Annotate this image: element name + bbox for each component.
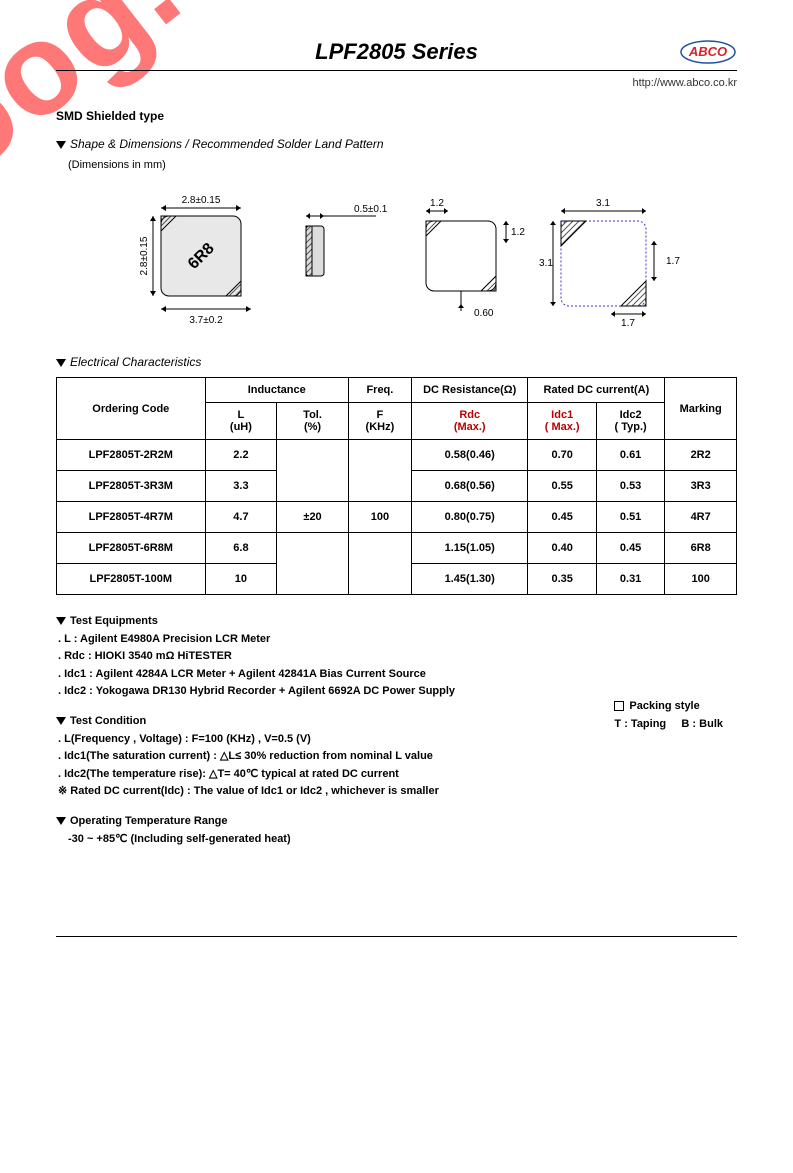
triangle-icon — [56, 717, 66, 725]
dimension-diagrams: 6R8 2.8±0.15 2.8±0.15 3.7±0.2 0.5±0.1 1.… — [56, 181, 737, 341]
svg-text:1.2: 1.2 — [511, 227, 525, 238]
col-order: Ordering Code — [57, 378, 206, 440]
svg-text:3.7±0.2: 3.7±0.2 — [189, 315, 223, 326]
triangle-icon — [56, 817, 66, 825]
packing-block: Packing style T : Taping B : Bulk — [614, 700, 723, 730]
col-freq: Freq. — [348, 378, 411, 403]
svg-text:0.60: 0.60 — [474, 308, 494, 319]
note-item: . L : Agilent E4980A Precision LCR Meter — [58, 631, 737, 649]
col-inductance: Inductance — [205, 378, 348, 403]
notes-block: Test Equipments . L : Agilent E4980A Pre… — [56, 613, 737, 848]
table-row: LPF2805T-4R7M4.7±201000.80(0.75)0.450.51… — [57, 502, 737, 533]
triangle-icon — [56, 141, 66, 149]
col-dcr: DC Resistance(Ω) — [411, 378, 528, 403]
section-shape-title: Shape & Dimensions / Recommended Solder … — [56, 137, 737, 151]
section-electrical-title: Electrical Characteristics — [56, 355, 737, 369]
svg-text:3.1: 3.1 — [596, 198, 610, 209]
svg-text:2.8±0.15: 2.8±0.15 — [139, 236, 150, 275]
note-item: ※ Rated DC current(Idc) : The value of I… — [58, 783, 737, 801]
pad-diagram: 1.2 1.2 0.60 — [406, 186, 526, 336]
svg-text:1.2: 1.2 — [430, 198, 444, 209]
note-item: . L(Frequency , Voltage) : F=100 (KHz) ,… — [58, 731, 737, 749]
characteristics-table: Ordering Code Inductance Freq. DC Resist… — [56, 377, 737, 595]
footer-rule — [56, 936, 737, 937]
page-header: LPF2805 Series ABCO — [56, 38, 737, 71]
svg-text:0.5±0.1: 0.5±0.1 — [354, 204, 388, 215]
svg-text:ABCO: ABCO — [688, 44, 727, 59]
side-view-diagram: 0.5±0.1 — [286, 191, 406, 291]
triangle-icon — [56, 617, 66, 625]
table-row: LPF2805T-3R3M3.30.68(0.56)0.550.533R3 — [57, 471, 737, 502]
svg-text:3.1: 3.1 — [539, 258, 553, 269]
svg-text:1.7: 1.7 — [621, 318, 635, 329]
table-row: LPF2805T-6R8M6.81.15(1.05)0.400.456R8 — [57, 533, 737, 564]
land-pattern-diagram: 3.1 3.1 1.7 1.7 — [536, 186, 686, 336]
note-item: . Idc1 : Agilent 4284A LCR Meter + Agile… — [58, 666, 737, 684]
dims-note: (Dimensions in mm) — [68, 159, 737, 171]
square-icon — [614, 701, 624, 711]
triangle-icon — [56, 359, 66, 367]
page-title: LPF2805 Series — [114, 39, 679, 65]
top-view-diagram: 6R8 2.8±0.15 2.8±0.15 3.7±0.2 — [116, 181, 276, 331]
table-row: LPF2805T-2R2M2.20.58(0.46)0.700.612R2 — [57, 440, 737, 471]
col-marking: Marking — [665, 378, 737, 440]
note-item: . Rdc : HIOKI 3540 mΩ HiTESTER — [58, 648, 737, 666]
table-row: LPF2805T-100M101.45(1.30)0.350.31100 — [57, 564, 737, 595]
svg-text:1.7: 1.7 — [666, 256, 680, 267]
note-item: . Idc2(The temperature rise): △T= 40℃ ty… — [58, 766, 737, 784]
note-item: . Idc1(The saturation current) : △L≤ 30%… — [58, 748, 737, 766]
smd-subtitle: SMD Shielded type — [56, 109, 737, 123]
note-item: . Idc2 : Yokogawa DR130 Hybrid Recorder … — [58, 683, 737, 701]
col-rated: Rated DC current(A) — [528, 378, 665, 403]
svg-text:2.8±0.15: 2.8±0.15 — [182, 195, 221, 206]
url-link[interactable]: http://www.abco.co.kr — [56, 77, 737, 89]
abco-logo: ABCO — [679, 38, 737, 66]
